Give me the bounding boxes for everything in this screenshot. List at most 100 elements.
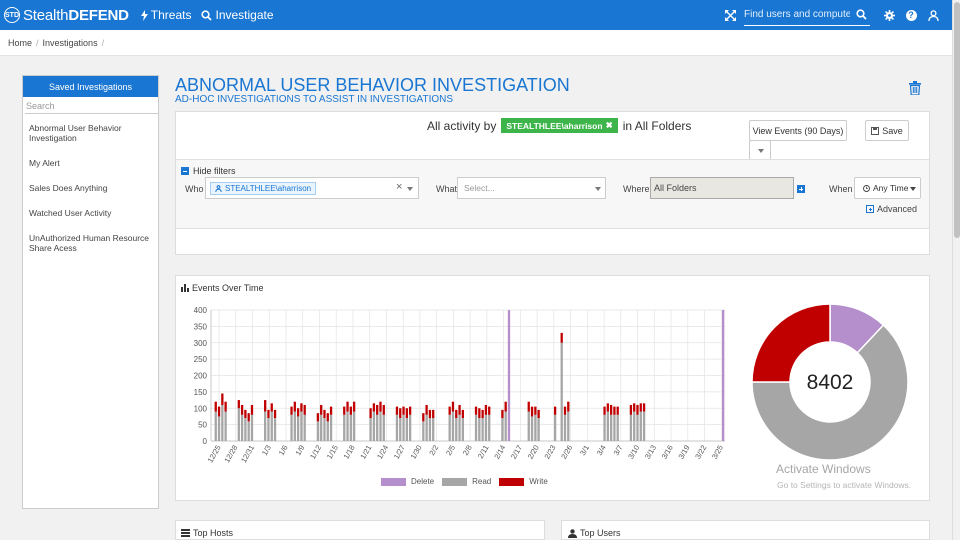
help-icon[interactable]: ? (900, 9, 922, 21)
query-suffix: in All Folders (622, 118, 692, 133)
bar-read (422, 421, 425, 441)
y-tick-label: 350 (194, 322, 208, 331)
gear-icon[interactable] (878, 9, 900, 21)
bar-write (481, 409, 484, 419)
bar-write (458, 404, 461, 415)
bar-write (537, 409, 540, 419)
nav-investigate[interactable]: Investigate (201, 8, 274, 22)
bar-write (432, 409, 435, 419)
bar-read (382, 414, 385, 441)
view-events-button[interactable]: View Events (90 Days) (749, 120, 847, 141)
top-hosts-panel: Top Hosts (175, 520, 545, 540)
x-tick-label: 3/16 (660, 444, 675, 461)
bar-write (613, 406, 616, 415)
logo-mark-icon: STD (4, 7, 20, 23)
what-select[interactable]: Select... (457, 177, 606, 199)
breadcrumb-investigations[interactable]: Investigations (42, 37, 98, 48)
sidebar-item-sales-does-anything[interactable]: Sales Does Anything (29, 183, 108, 193)
saved-investigations-panel: Saved Investigations Abnormal User Behav… (22, 75, 159, 509)
collapse-icon (181, 167, 189, 175)
sidebar-item-my-alert[interactable]: My Alert (29, 158, 60, 168)
who-select[interactable]: STEALTHLEE\aharrison × (205, 177, 419, 199)
bar-write (399, 408, 402, 419)
logo[interactable]: STD StealthDEFEND (4, 7, 129, 24)
lightning-icon (140, 9, 148, 21)
global-search-input[interactable] (744, 9, 850, 20)
bar-read (553, 414, 557, 441)
sidebar-item-unauthorized-hr-share[interactable]: UnAuthorized Human Resource Share Acess (29, 233, 150, 253)
bar-read (606, 411, 609, 441)
page-scrollbar[interactable] (952, 0, 960, 540)
remove-user-icon[interactable]: ✖ (605, 120, 613, 130)
bar-write (270, 403, 273, 412)
legend-swatch-delete (381, 477, 406, 486)
bar-read (451, 411, 455, 441)
x-tick-label: 2/5 (444, 444, 457, 458)
bar-read (563, 414, 567, 441)
clear-icon[interactable]: × (396, 181, 403, 193)
bar-write (633, 403, 636, 412)
breadcrumb-home[interactable]: Home (8, 37, 33, 48)
bar-write (425, 404, 428, 415)
legend-delete[interactable]: Delete (381, 477, 434, 486)
when-select[interactable]: Any Time (854, 177, 921, 199)
bar-read (478, 418, 481, 441)
where-field[interactable]: All Folders (650, 177, 794, 199)
legend-read[interactable]: Read (442, 477, 491, 486)
x-tick-label: 2/17 (509, 444, 524, 461)
add-folder-icon[interactable] (797, 185, 805, 193)
sidebar-search-input[interactable] (25, 99, 158, 114)
legend-write[interactable]: Write (499, 477, 548, 486)
bar-write (616, 406, 619, 415)
chevron-down-icon (910, 187, 916, 191)
donut-slice-read[interactable] (751, 324, 909, 461)
sidebar-item-watched-user-activity[interactable]: Watched User Activity (29, 208, 112, 218)
events-over-time-panel: Events Over Time 0 50 100 150 200 250 300 350 40… (175, 275, 930, 501)
legend-swatch-write (499, 477, 525, 486)
bar-read (501, 418, 504, 441)
bar-read (458, 414, 461, 441)
sidebar-item-abnormal-user-behavior[interactable]: Abnormal User Behavior Investigation (29, 123, 122, 143)
y-tick-label: 200 (194, 372, 208, 381)
user-icon[interactable] (922, 9, 944, 21)
advanced-toggle[interactable]: Advanced (866, 204, 917, 214)
hide-filters-toggle[interactable]: Hide filters (181, 166, 236, 176)
bar-write (323, 409, 326, 419)
breadcrumb-separator: / (36, 37, 39, 48)
nav-threats[interactable]: Threats (140, 8, 192, 22)
donut-slice-write[interactable] (751, 303, 831, 383)
nav-threats-label: Threats (150, 8, 192, 22)
bar-read (247, 421, 250, 441)
view-events-dropdown-button[interactable] (749, 140, 771, 160)
user-chip[interactable]: STEALTHLEE\aharrison ✖ (501, 118, 618, 133)
bar-write (488, 406, 491, 415)
bar-write (224, 401, 227, 412)
events-donut-chart: 8402 (751, 303, 909, 461)
bar-read (244, 418, 247, 441)
bar-write (240, 404, 244, 415)
bar-write (461, 409, 465, 419)
query-panel: All activity by STEALTHLEE\aharrison ✖ in… (175, 111, 930, 255)
bar-write (484, 404, 488, 415)
bar-read (329, 414, 333, 441)
brand-name: StealthDEFEND (23, 7, 129, 24)
bar-read (293, 411, 296, 441)
who-chip[interactable]: STEALTHLEE\aharrison (210, 181, 317, 195)
x-tick-label: 1/18 (342, 444, 357, 461)
expand-icon[interactable] (725, 9, 736, 21)
bar-read (290, 414, 293, 441)
save-button[interactable]: Save (865, 120, 909, 141)
bar-read (484, 414, 488, 441)
scrollbar-thumb[interactable] (954, 2, 960, 238)
bar-read (240, 414, 244, 441)
bar-write (530, 406, 534, 417)
y-tick-label: 300 (194, 339, 208, 348)
y-tick-label: 400 (194, 306, 208, 315)
bar-write (408, 406, 412, 415)
bar-write (290, 406, 293, 415)
bar-read (320, 414, 323, 441)
bar-read (296, 416, 300, 441)
trash-icon[interactable] (909, 81, 921, 95)
bar-read (432, 418, 435, 441)
search-icon[interactable] (856, 9, 867, 20)
